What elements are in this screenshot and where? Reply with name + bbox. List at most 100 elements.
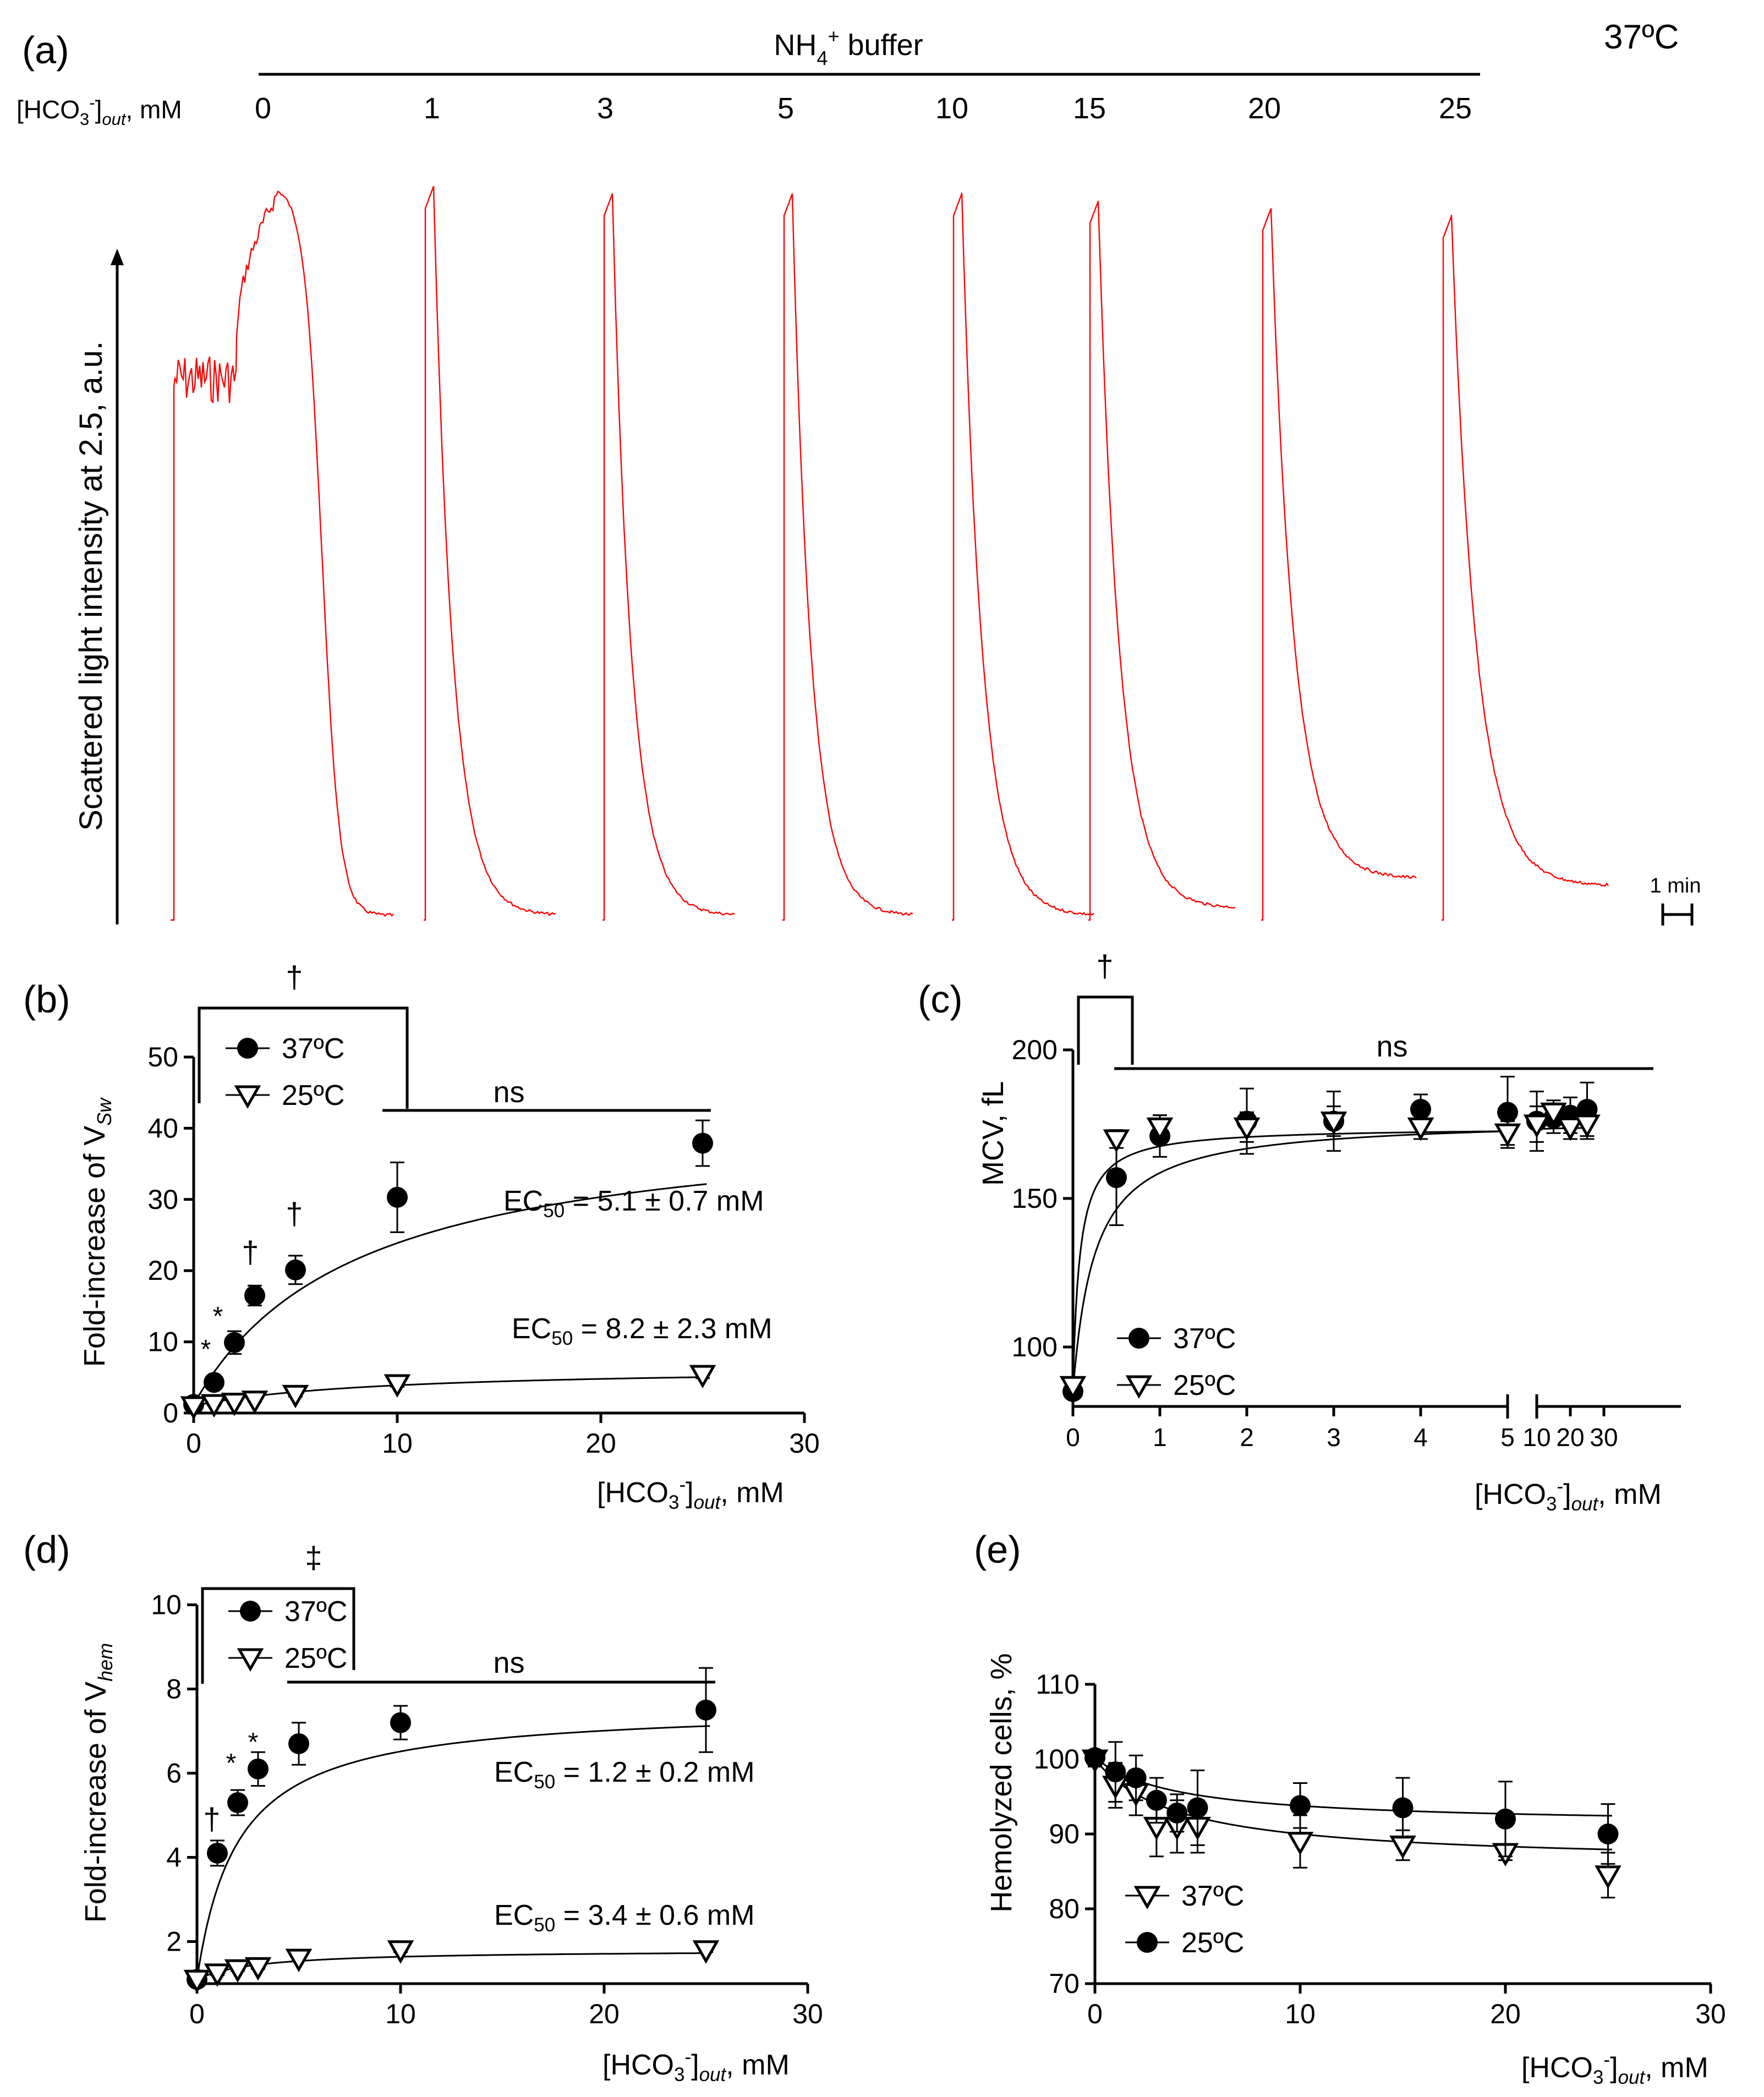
trace-0 (171, 190, 394, 921)
dagger-b-3mM: † (242, 1235, 259, 1269)
panel-b-ec50-25: EC50 = 8.2 ± 2.3 mM (512, 1313, 773, 1349)
star-d-3mM: * (248, 1728, 259, 1757)
panel-c-xtick-label: 3 (1327, 1423, 1341, 1452)
panel-c-xtick-label: 10 (1522, 1423, 1551, 1452)
trace-1 (424, 185, 556, 921)
panel-b-25ºC-point (200, 1394, 228, 1418)
panel-c-ytick-label: 150 (1012, 1183, 1058, 1214)
panel-c-xtick-label: 20 (1556, 1423, 1584, 1452)
panel-e-ytick-label: 100 (1034, 1744, 1080, 1775)
trace-label-15: 15 (1073, 92, 1106, 125)
panel-d-xtick-label: 10 (385, 1999, 416, 2029)
panel-d-37ºC-point (288, 1733, 309, 1754)
panel-c-point (1103, 1129, 1130, 1153)
panel-d-label: (d) (23, 1528, 70, 1571)
panel-d-ytick-label: 6 (166, 1758, 182, 1789)
panel-d-37ºC-point (207, 1842, 228, 1864)
panel-c-point (1233, 1117, 1261, 1141)
trace-25 (1442, 215, 1609, 921)
panel-e-xtick-label: 10 (1285, 1999, 1316, 2029)
panel-b-37ºC-point (224, 1332, 245, 1353)
panel-c-point (1574, 1114, 1601, 1138)
panel-b-25ºC-point (241, 1390, 269, 1414)
dagger-d-1mM: † (203, 1802, 220, 1836)
panel-b-25ºC-point (180, 1396, 207, 1420)
panel-b-legend-marker (237, 1038, 258, 1059)
trace-10 (952, 193, 1094, 921)
panel-d-ytick-label: 2 (166, 1926, 182, 1957)
panel-e-25ºC-point (1597, 1824, 1619, 1844)
panel-d-25ºC-point (224, 1959, 251, 1983)
panel-c-xtick-label: 0 (1066, 1423, 1080, 1452)
panel-e-37ºC-point (1286, 1832, 1314, 1855)
trace-label-25: 25 (1439, 92, 1472, 125)
star-d-2mM: * (226, 1749, 237, 1778)
panel-e-25ºC-point (1495, 1808, 1516, 1830)
panel-d-legend-marker (240, 1601, 261, 1622)
panel-b-25ºC-point (282, 1384, 309, 1409)
panel-b-plot: 0 10 20 30 40 50 0 10 20 30 37ºC 25ºC (147, 1033, 819, 1459)
panel-b-legend-marker (234, 1085, 261, 1109)
ns-b: ns (493, 1076, 524, 1109)
trace-label-3: 3 (597, 92, 613, 125)
panel-e-xtick-label: 30 (1695, 1999, 1726, 2029)
trace-5 (782, 193, 913, 921)
panel-e-25ºC-point (1105, 1761, 1126, 1783)
panel-d-37ºC-point (695, 1699, 716, 1721)
panel-e-25ºC-point (1146, 1789, 1167, 1811)
panel-c-point (1494, 1123, 1521, 1147)
trace-label-10: 10 (935, 92, 968, 125)
panel-b-xlabel: [HCO3-]out, mM (597, 1474, 784, 1513)
panel-c-xtick-label: 2 (1240, 1423, 1254, 1452)
panel-b-37ºC-point (387, 1186, 408, 1208)
panel-c-point (1557, 1117, 1584, 1141)
panel-d-legend-label: 37ºC (284, 1596, 347, 1628)
trace-label-20: 20 (1248, 92, 1281, 125)
dagger-b-bracket: † (286, 960, 303, 994)
panel-b-xtick-label: 10 (382, 1428, 413, 1459)
panel-c-xtick-label: 5 (1500, 1423, 1515, 1452)
trace-20 (1261, 208, 1417, 921)
panel-b-25ºC-point (384, 1374, 411, 1398)
panel-e-25ºC-point (1084, 1747, 1105, 1769)
panel-d-25ºC-point (692, 1940, 720, 1964)
panel-c-point (1497, 1102, 1518, 1123)
panel-a-scale-label: 1 min (1650, 874, 1701, 897)
panel-d-xtick-label: 20 (589, 1999, 620, 2029)
panel-c-ytick-label: 200 (1012, 1034, 1058, 1065)
panel-d-xtick-label: 0 (189, 1999, 205, 2029)
panel-e-25ºC-fit-curve (1094, 1757, 1612, 1817)
panel-d-significance: ‡ ns † * * (201, 1540, 715, 1836)
panel-d-37ºC-fit-curve (196, 1725, 710, 1980)
panel-d-ec50-25: EC50 = 3.4 ± 0.6 mM (494, 1899, 755, 1936)
panel-d-25ºC-point (204, 1963, 231, 1987)
panel-a-y-arrowhead (111, 249, 124, 265)
panel-b-ytick-label: 30 (147, 1184, 178, 1215)
panel-e-legend-marker (1137, 1932, 1158, 1953)
panel-d-25ºC-point (183, 1969, 211, 1994)
panel-d-ytick-label: 4 (166, 1842, 182, 1873)
panel-b-ytick-label: 40 (147, 1113, 178, 1143)
panel-d-ytick-label: 8 (166, 1674, 182, 1705)
panel-c-point (1059, 1376, 1087, 1400)
ns-c: ns (1376, 1030, 1407, 1063)
panel-c-xtick-label: 30 (1590, 1423, 1618, 1452)
panel-a-ylabel: Scattered light intensity at 2.5, a.u. (73, 341, 109, 831)
panel-e-xtick-label: 0 (1087, 1999, 1103, 2029)
panel-e-ytick-label: 80 (1049, 1893, 1080, 1924)
panel-e-25ºC-point (1125, 1767, 1147, 1788)
panel-b-25ºC-point (689, 1365, 716, 1389)
panel-c-legend-label: 25ºC (1173, 1370, 1236, 1401)
panel-c-label: (c) (918, 978, 963, 1021)
panel-c-ytick-label: 100 (1012, 1332, 1058, 1362)
trace-label-1: 1 (424, 92, 440, 125)
panel-d-25ºC-point (387, 1940, 414, 1964)
panel-c-fit-curve (1536, 1127, 1587, 1130)
panel-e-25ºC-point (1187, 1797, 1208, 1819)
panel-a-row-label: [HCO3-]out, mM (17, 93, 182, 129)
trace-15 (1088, 200, 1236, 921)
panel-e-25ºC-point (1166, 1802, 1188, 1824)
panel-b-ytick-label: 0 (163, 1398, 178, 1428)
panel-d-25ºC-fit-curve (196, 1952, 710, 1980)
